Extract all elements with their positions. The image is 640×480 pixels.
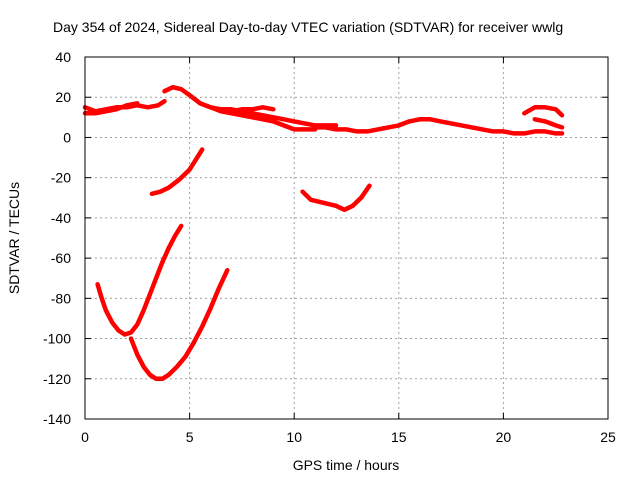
series-arc-9 xyxy=(149,147,205,197)
y-tick-label: 20 xyxy=(55,89,71,105)
axis-ticks: 0 5 10 15 20 25 -140 -120 -100 -80 -60 -40 -20 0 20 40 xyxy=(43,49,616,445)
series-arc-8 xyxy=(532,117,565,130)
y-tick-label: 0 xyxy=(63,129,71,145)
series-arc-6 xyxy=(312,117,565,136)
y-tick-label: -20 xyxy=(51,170,71,186)
x-tick-label: 0 xyxy=(81,429,89,445)
x-tick-label: 20 xyxy=(496,429,512,445)
chart-title: Day 354 of 2024, Sidereal Day-to-day VTE… xyxy=(53,19,563,35)
y-tick-label: -40 xyxy=(51,210,71,226)
series-arc-11 xyxy=(95,223,184,337)
grid-lines xyxy=(85,57,608,419)
series-arc-10 xyxy=(300,183,372,213)
series-arc-12 xyxy=(128,267,230,382)
y-tick-label: -80 xyxy=(51,290,71,306)
series-arc-2 xyxy=(82,101,140,116)
y-tick-label: -60 xyxy=(51,250,71,266)
data-series xyxy=(82,84,565,382)
series-arc-7 xyxy=(522,105,565,118)
y-tick-label: -120 xyxy=(43,371,71,387)
y-tick-label: -100 xyxy=(43,331,71,347)
plot-frame xyxy=(84,56,609,420)
x-tick-label: 25 xyxy=(600,429,616,445)
x-tick-label: 5 xyxy=(186,429,194,445)
x-axis-label: GPS time / hours xyxy=(293,457,400,473)
y-axis-label: SDTVAR / TECUs xyxy=(6,182,22,294)
x-tick-label: 10 xyxy=(286,429,302,445)
x-tick-label: 15 xyxy=(391,429,407,445)
y-tick-label: -140 xyxy=(43,411,71,427)
series-arc-3 xyxy=(162,84,276,114)
y-tick-label: 40 xyxy=(55,49,71,65)
